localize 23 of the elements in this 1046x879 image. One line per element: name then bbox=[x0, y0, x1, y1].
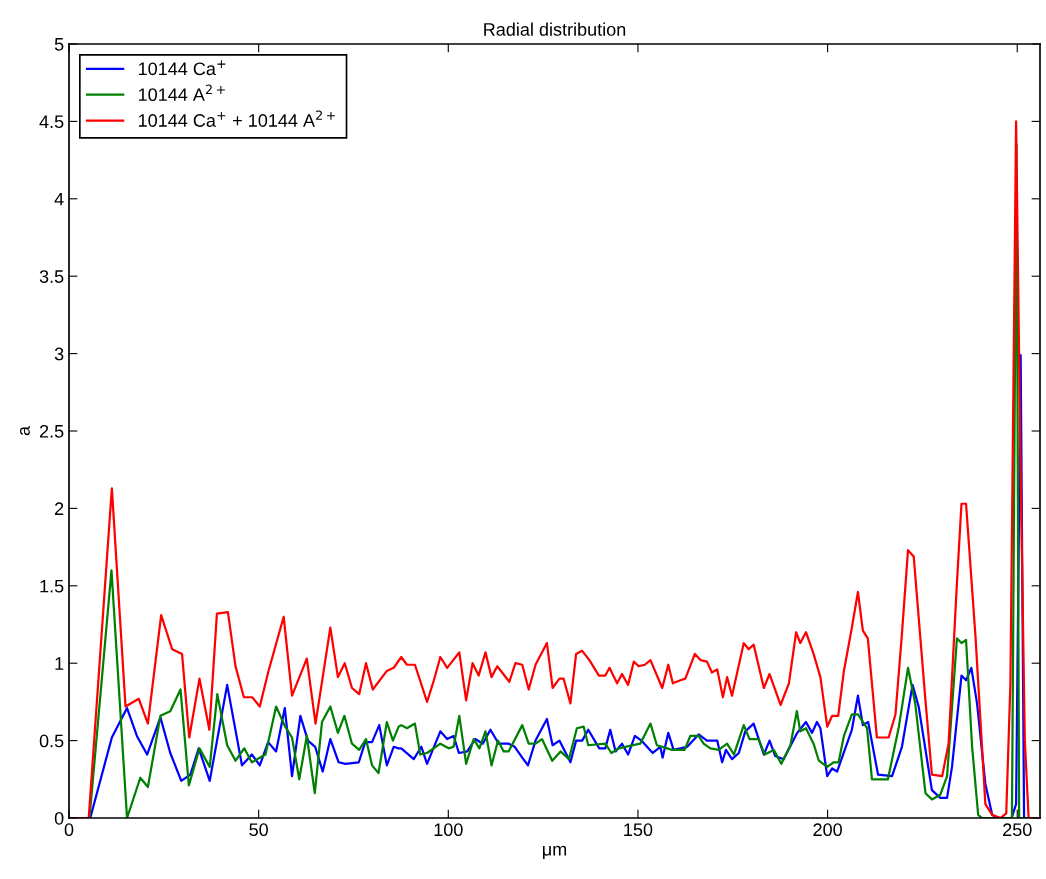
legend-label: 10144 A$^{2+}$ bbox=[138, 84, 225, 102]
chart-title: Radial distribution bbox=[484, 22, 626, 36]
x-tick-label: 100 bbox=[434, 823, 463, 837]
y-tick-label: 0 bbox=[54, 811, 64, 825]
y-tick-label: 2.5 bbox=[39, 424, 64, 438]
x-tick-label: 250 bbox=[1003, 823, 1032, 837]
x-tick-label: 150 bbox=[624, 823, 653, 837]
y-tick-label: 0.5 bbox=[39, 734, 64, 748]
y-tick-label: 4 bbox=[54, 192, 64, 206]
legend-label: 10144 Ca$^{+}$ bbox=[138, 60, 226, 76]
y-tick-label: 3 bbox=[54, 347, 64, 361]
y-tick-label: 3.5 bbox=[39, 270, 64, 283]
x-tick-label: 0 bbox=[64, 823, 74, 837]
y-axis-title: a bbox=[20, 425, 30, 436]
y-tick-label: 5 bbox=[54, 38, 64, 51]
y-tick-label: 1 bbox=[55, 657, 64, 670]
y-tick-label: 1.5 bbox=[40, 579, 64, 593]
y-tick-label: 2 bbox=[55, 502, 64, 515]
x-axis-title: μm bbox=[542, 845, 567, 860]
legend-label: 10144 Ca$^{+}$ + 10144 A$^{2+}$ bbox=[138, 110, 335, 127]
x-tick-label: 50 bbox=[249, 823, 268, 837]
x-tick-label: 200 bbox=[813, 823, 842, 837]
y-tick-label: 4.5 bbox=[39, 115, 64, 129]
